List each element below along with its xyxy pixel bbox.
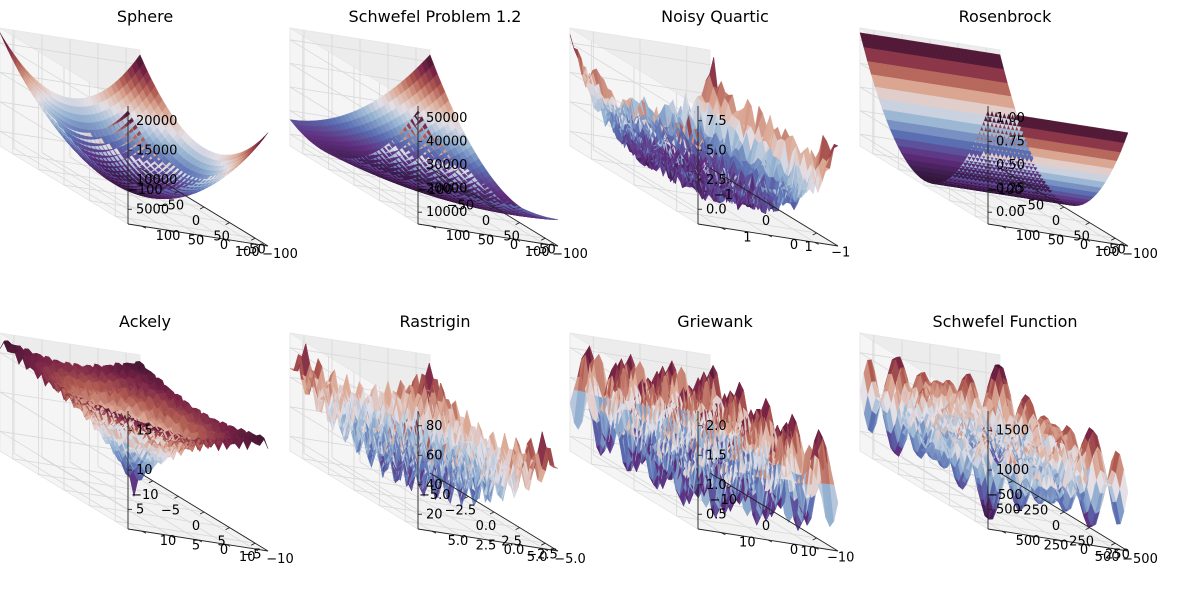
chart-title: Rosenbrock [959,7,1052,26]
z-tick-label: 0.0 [706,202,727,217]
y-tick-label: −100 [552,247,588,262]
z-tick-label: 5.0 [706,143,727,158]
y-tick-label: −50 [1098,242,1125,257]
z-tick-label: 0.25 [996,182,1025,197]
y-tick-label: 50 [1048,234,1065,249]
x-tick-label: 0 [762,214,770,229]
x-tick-label: 0 [192,214,200,229]
grid-line-y [69,39,199,236]
y-tick-label: 0 [220,238,228,253]
z-tick-label: 40000 [426,134,467,149]
y-tick-label: −1 [831,245,850,260]
y-tick-label: 100 [446,229,471,244]
grid-line-z [0,42,141,122]
z-tick-label: 50000 [426,111,467,126]
chart-title: Noisy Quartic [661,7,769,26]
z-tick-label: 0.00 [996,205,1025,220]
z-tick-label: 0.50 [996,158,1025,173]
surface [859,32,1129,207]
z-tick-label: 20000 [136,114,177,129]
y-tick-label: −50 [238,242,265,257]
y-tick-label: −100 [262,247,298,262]
z-tick-label: 20000 [426,182,467,197]
surface [0,32,269,200]
x-tick-label: 1 [805,240,813,255]
z-tick-label: 1.00 [996,111,1025,126]
surface-patch [259,132,269,143]
z-tick-label: 0.75 [996,134,1025,149]
grid-line-y [13,30,143,227]
x-tick-label: 0 [1052,214,1060,229]
z-tick-label: 10000 [426,205,467,220]
y-tick-label: 0 [510,238,518,253]
y-tick-label: 100 [1016,229,1041,244]
z-tick-label: 7.5 [706,114,727,129]
y-tick-label: 0 [790,238,798,253]
z-tick-label: 15000 [136,143,177,158]
x-tick-label: −1 [714,188,733,203]
y-tick-label: 50 [478,234,495,249]
x-tick-label: 0 [482,214,490,229]
chart-title: Sphere [117,7,173,26]
y-tick-label: 1 [743,231,751,246]
y-tick-label: 50 [188,234,205,249]
z-tick-label: 2.5 [706,173,727,188]
z-tick-label: 30000 [426,158,467,173]
y-tick-label: −50 [528,242,555,257]
y-tick-label: 0 [1080,238,1088,253]
grid-line-y [41,34,171,231]
y-tick-label: 100 [156,229,181,244]
chart-title: Schwefel Problem 1.2 [349,7,522,26]
z-tick-label: 10000 [136,173,177,188]
y-tick-label: −100 [1122,247,1158,262]
z-tick-label: 5000 [136,202,169,217]
